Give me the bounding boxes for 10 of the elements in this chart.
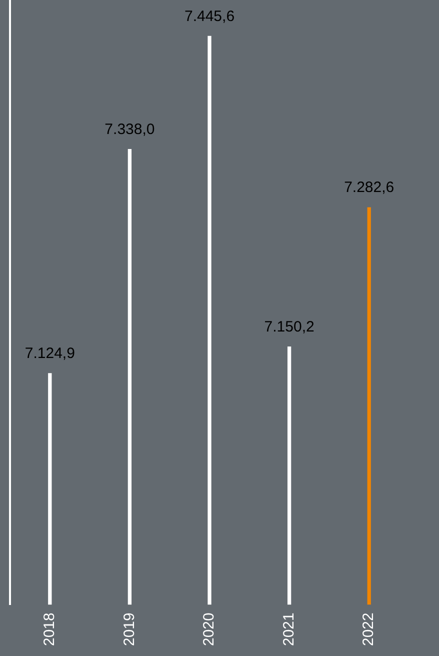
x-tick-label: 2022: [360, 612, 378, 646]
x-tick-label: 2018: [41, 612, 58, 646]
data-label: 7.150,2: [264, 318, 314, 336]
x-tick-label: 2021: [280, 612, 298, 646]
data-label: 7.282,6: [344, 179, 394, 196]
data-label: 7.124,9: [24, 345, 75, 362]
x-tick-label: 2019: [120, 612, 138, 646]
data-label: 7.445,6: [184, 8, 235, 25]
x-tick-label: 2020: [200, 612, 218, 646]
data-label: 7.338,0: [104, 120, 155, 138]
